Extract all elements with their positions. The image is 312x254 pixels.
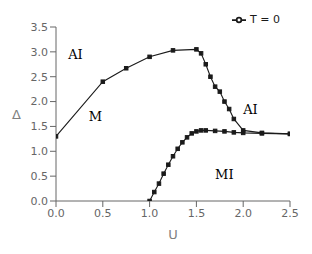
svg-text:0.0: 0.0 [47,207,65,220]
svg-text:2.5: 2.5 [281,207,299,220]
svg-text:1.5: 1.5 [31,120,49,133]
svg-text:1.5: 1.5 [188,207,206,220]
html-text:T = 0: T = 0 [250,13,280,26]
svg-text:3.5: 3.5 [31,21,49,34]
svg-text:U: U [168,227,178,242]
svg-text:1.0: 1.0 [141,207,159,220]
svg-text:MI: MI [215,167,233,182]
svg-text:0.0: 0.0 [31,195,49,208]
svg-text:M: M [89,109,102,124]
svg-text:AI: AI [242,102,258,117]
svg-text:0.5: 0.5 [31,170,49,183]
svg-text:2.0: 2.0 [234,207,252,220]
svg-text:1.0: 1.0 [31,145,49,158]
svg-text:2.0: 2.0 [31,95,49,108]
svg-text:2.5: 2.5 [31,71,49,84]
svg-text:Δ: Δ [12,107,21,122]
svg-text:0.5: 0.5 [94,207,112,220]
svg-text:3.0: 3.0 [31,46,49,59]
svg-text:AI: AI [67,47,83,62]
